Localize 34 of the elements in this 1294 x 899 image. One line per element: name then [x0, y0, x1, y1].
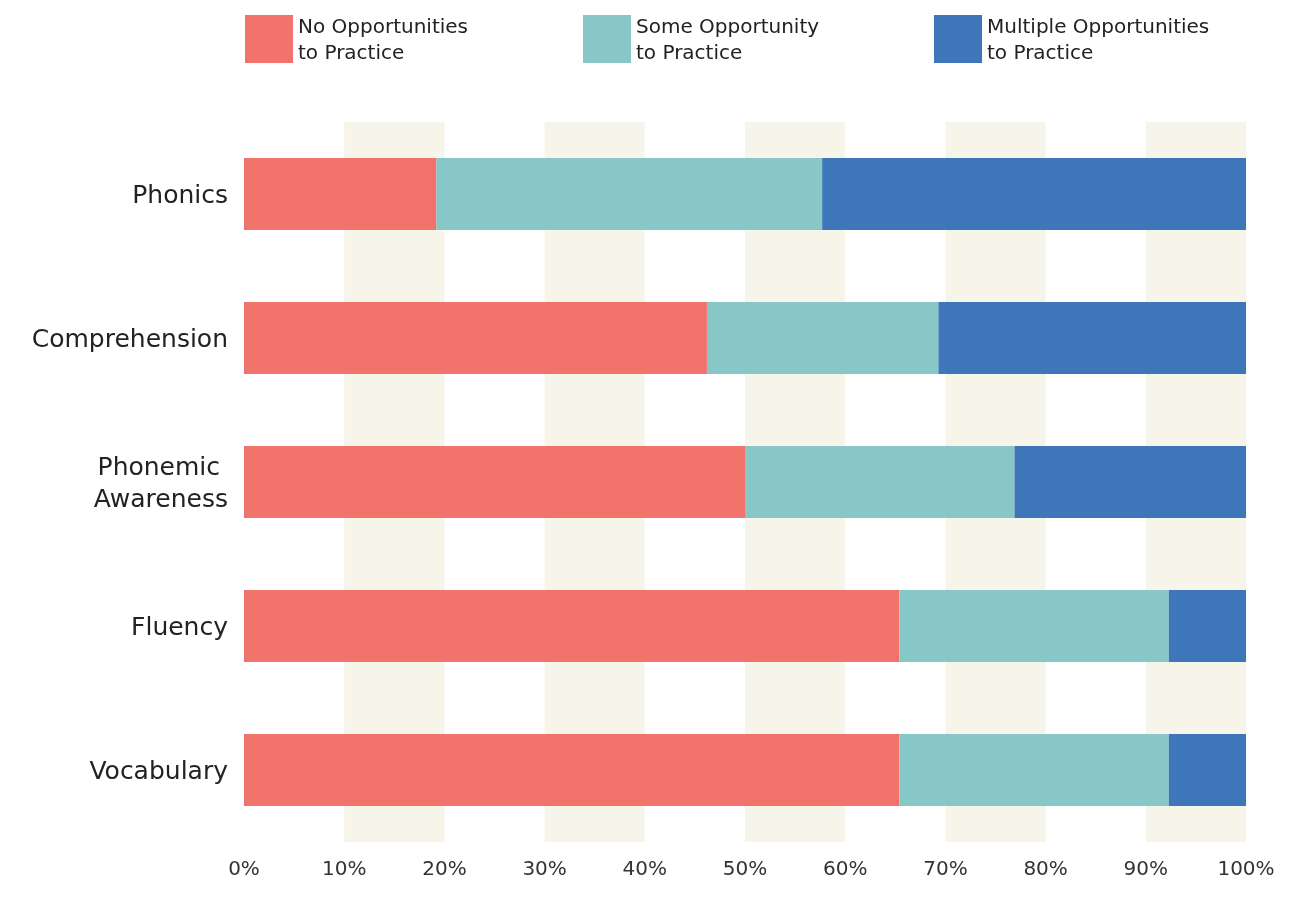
bar [899, 734, 1169, 806]
bar [244, 446, 745, 518]
x-tick-label: 80% [1023, 856, 1068, 880]
x-tick-label: 60% [822, 856, 868, 880]
bar [244, 302, 707, 374]
bar [745, 446, 1015, 518]
x-tick-label: 70% [923, 856, 968, 880]
bar [706, 302, 939, 374]
bar [938, 302, 1246, 374]
bar [899, 590, 1169, 662]
x-tick-label: 90% [1123, 856, 1169, 880]
x-tick-label: 30% [522, 856, 567, 880]
y-tick-label: Comprehension [31, 323, 228, 353]
bar [1168, 590, 1246, 662]
bar [244, 734, 900, 806]
bar [436, 158, 823, 230]
y-tick-label: Phonemic Awareness [93, 451, 228, 513]
bar [1014, 446, 1246, 518]
y-tick-label: Vocabulary [89, 755, 229, 785]
bar [1168, 734, 1246, 806]
x-tick-label: 40% [622, 856, 668, 880]
y-tick-label: Phonics [132, 179, 228, 209]
legend-label: Multiple Opportunities to Practice [987, 14, 1210, 64]
x-tick-label: 100% [1217, 856, 1275, 880]
bar [244, 590, 900, 662]
legend-label: No Opportunities to Practice [298, 14, 469, 64]
x-tick-label: 20% [422, 856, 467, 880]
bar [244, 158, 437, 230]
legend-label: Some Opportunity to Practice [636, 14, 820, 64]
x-tick-label: 10% [321, 856, 367, 880]
x-tick-label: 0% [228, 856, 260, 880]
bar [822, 158, 1246, 230]
x-tick-label: 50% [722, 856, 768, 880]
y-tick-label: Fluency [131, 611, 229, 641]
